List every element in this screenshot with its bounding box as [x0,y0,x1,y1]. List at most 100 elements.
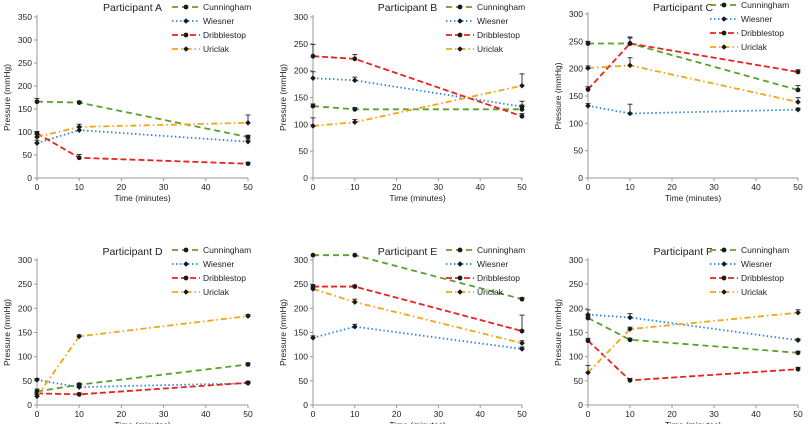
x-tick-label: 0 [311,409,316,419]
x-tick-label: 50 [793,409,803,419]
y-tick-label: 250 [294,279,308,289]
chart-title: Participant F [654,246,713,258]
chart-title: Participant E [378,246,438,258]
x-tick-label: 50 [243,409,253,419]
data-point-wiesner [310,335,316,341]
data-point-dribblestop [245,380,251,386]
y-tick-label: 0 [578,173,583,183]
data-point-dribblestop [585,87,591,92]
y-tick-label: 100 [569,118,583,128]
y-tick-label: 200 [569,303,583,313]
data-point-dribblestop [310,53,316,59]
legend-label-uriclak: Uriclak [477,44,504,54]
x-tick-label: 40 [751,182,761,192]
series-line-uriclak [587,64,799,103]
data-point-uriclak [519,340,525,346]
x-tick-label: 0 [586,409,591,419]
x-axis-label: Time (minutes) [389,420,446,424]
x-axis-label: Time (minutes) [114,193,171,203]
y-axis-label: Pressure (mmHg) [553,62,563,129]
x-tick-label: 50 [517,182,527,192]
data-point-dribblestop [627,41,633,46]
chart-panel-2: 0 50 100 150 200 250 300 0 10 20 30 40 50 Time (minut… [278,2,527,203]
series-line-dribblestop [312,55,523,118]
y-tick-label: 200 [18,303,32,313]
legend: Cunningham Wiesner Dribblestop Uriclak [710,0,789,52]
legend-label-cunningham: Cunningham [741,245,789,255]
x-tick-label: 10 [74,182,84,192]
y-tick-label: 0 [27,173,32,183]
data-point-cunningham [245,362,251,367]
legend-label-dribblestop: Dribblestop [203,273,246,283]
y-tick-label: 100 [569,352,583,362]
x-tick-label: 0 [311,182,316,192]
x-tick-label: 30 [159,409,169,419]
legend-label-cunningham: Cunningham [741,0,789,10]
data-point-uriclak [76,333,82,340]
y-tick-label: 100 [18,127,32,137]
data-point-uriclak [310,286,316,292]
y-tick-label: 100 [294,119,308,129]
data-point-wiesner [76,384,82,390]
data-point-wiesner [585,311,591,318]
chart-title: Participant C [653,2,714,14]
y-tick-label: 50 [23,150,33,160]
legend-label-wiesner: Wiesner [477,16,508,26]
data-point-wiesner [795,106,801,113]
data-point-uriclak [795,99,801,105]
y-tick-label: 300 [294,12,308,22]
data-point-wiesner [627,314,633,321]
data-point-dribblestop [519,328,525,334]
y-tick-label: 200 [569,64,583,74]
x-tick-label: 20 [392,409,402,419]
data-point-uriclak [34,393,40,400]
legend: Cunningham Wiesner Dribblestop Uriclak [446,2,525,54]
y-tick-label: 250 [18,279,32,289]
x-tick-label: 30 [709,409,719,419]
data-point-uriclak [310,123,316,129]
y-tick-label: 50 [23,376,33,386]
x-tick-label: 0 [35,182,40,192]
legend-marker [183,4,189,10]
y-tick-label: 300 [18,255,32,265]
x-tick-label: 20 [392,182,402,192]
data-point-cunningham [352,252,358,258]
x-axis-label: Time (minutes) [665,193,722,203]
legend-label-uriclak: Uriclak [477,287,504,297]
y-tick-label: 200 [18,81,32,91]
y-tick-label: 150 [569,91,583,101]
series-line-wiesner [587,104,799,115]
y-tick-label: 50 [299,146,309,156]
legend-marker [721,2,727,8]
legend-label-wiesner: Wiesner [203,16,234,26]
y-tick-label: 100 [294,352,308,362]
data-point-dribblestop [627,377,633,383]
y-tick-label: 250 [569,279,583,289]
legend-label-cunningham: Cunningham [203,2,251,12]
legend-marker [457,261,463,267]
legend-label-uriclak: Uriclak [741,287,768,297]
legend: Cunningham Wiesner Dribblestop Uriclak [710,245,789,297]
data-point-cunningham [310,103,316,109]
data-point-uriclak [245,120,251,126]
y-axis-label: Pressure (mmHg) [2,299,12,366]
data-point-dribblestop [519,113,525,119]
data-point-wiesner [34,140,40,146]
series-line-uriclak [312,288,523,345]
data-point-dribblestop [795,366,801,372]
x-tick-label: 10 [625,182,635,192]
chart-panel-1: 0 50 100 150 200 250 300 350 0 10 20 30 40 50 Time (mi… [2,2,253,203]
x-axis-label: Time (minutes) [114,420,171,424]
data-point-cunningham [310,252,316,258]
data-point-dribblestop [352,56,358,62]
x-tick-label: 40 [475,409,485,419]
series-line-dribblestop [36,381,249,396]
data-point-uriclak [519,82,525,89]
data-point-cunningham [76,100,82,105]
data-point-cunningham [795,87,801,93]
x-tick-label: 50 [517,409,527,419]
legend-marker [183,46,189,52]
data-point-uriclak [76,124,82,130]
legend-marker [457,32,463,38]
legend-label-dribblestop: Dribblestop [203,30,246,40]
